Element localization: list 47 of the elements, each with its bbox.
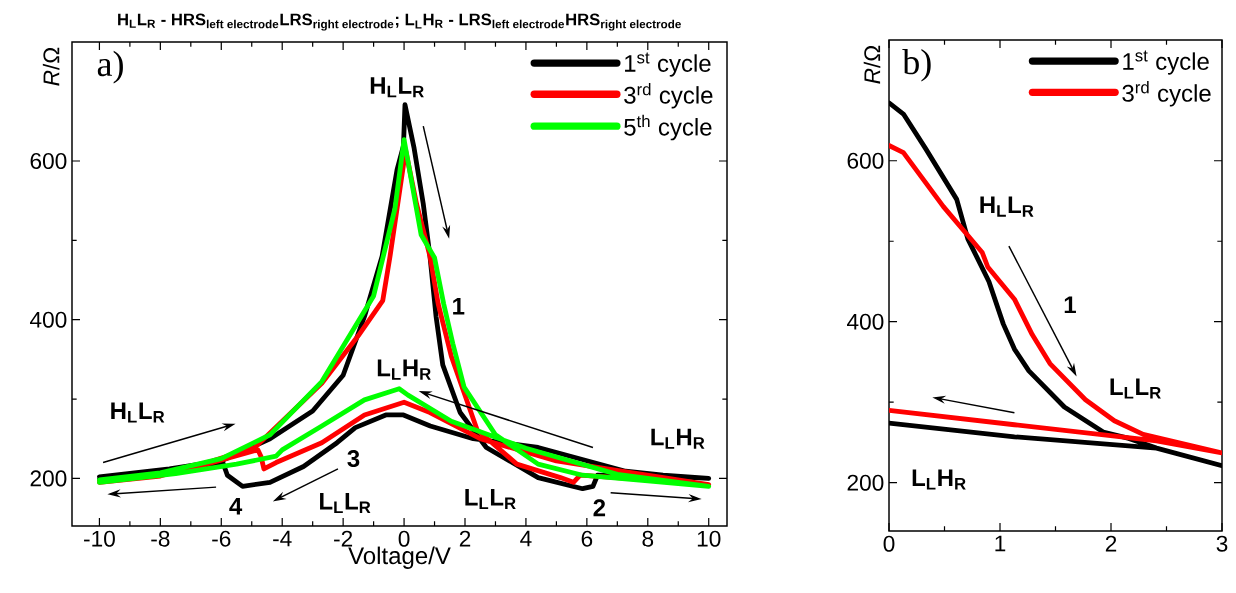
y-tick-label: 600	[847, 152, 884, 169]
x-tick-label: 0	[883, 535, 895, 552]
x-tick-label: 2	[1105, 535, 1117, 552]
x-tick-label: -2	[334, 530, 353, 547]
annotation: L$_{L}$H$_{R}$	[912, 469, 966, 490]
y-axis-title: R/Ω	[42, 47, 60, 86]
y-tick-label: 200	[847, 474, 884, 491]
x-tick-label: 6	[581, 530, 593, 547]
annotation: b)	[902, 48, 931, 82]
x-tick-label: -6	[212, 530, 231, 547]
y-tick-label: 400	[29, 311, 67, 328]
annotation: a)	[97, 50, 123, 84]
annotation: H$_{L}$L$_{R}$	[980, 196, 1034, 217]
annotation: L$_{L}$L$_{R}$	[320, 492, 371, 514]
x-tick-label: 1	[995, 535, 1006, 552]
y-tick-label: 200	[30, 470, 67, 487]
legend-label: 1$^{st}$ cycle	[625, 52, 711, 77]
annotation: H$_{L}$L$_{R}$	[370, 77, 424, 98]
annotation: 1	[453, 297, 465, 315]
x-tick-label: 10	[697, 530, 721, 547]
x-tick-label: -4	[273, 530, 292, 547]
annotation: L$_{L}$H$_{R}$	[651, 428, 705, 449]
chart-title: $\text{H}_{\text{L}}\text{L}_{\text{R}}\text{ - HRS}_{\text{left electrode}}\text{LRS}_{\text{right electrode}}\text{; L}_{\text{L}}\text{H}_{\text{R}}\text{ - LRS}_{\text{left electrode}}\text{HRS}_{\text{right electrode}}$	[118, 13, 681, 31]
annotation: H$_{L}$L$_{R}$	[111, 402, 165, 423]
annotation: L$_{L}$H$_{R}$	[377, 359, 431, 380]
legend-label: 5$^{th}$ cycle	[624, 114, 712, 141]
x-tick-label: 3	[1216, 535, 1228, 552]
annotation: L$_{L}$L$_{R}$	[1110, 378, 1161, 399]
x-axis-title: Voltage/V	[348, 546, 451, 569]
x-tick-label: 0	[398, 530, 410, 547]
legend-label: 3$^{rd}$ cycle	[624, 83, 713, 109]
annotation: 2	[593, 499, 606, 517]
x-tick-label: 8	[642, 530, 654, 547]
x-tick-label: 4	[520, 530, 532, 547]
x-tick-label: -8	[151, 530, 170, 547]
legend-label: 3$^{rd}$ cycle	[1122, 81, 1211, 107]
y-axis-title: R/Ω	[863, 45, 881, 84]
annotation: 1	[1064, 296, 1076, 314]
x-tick-label: 2	[459, 530, 471, 547]
x-tick-label: -10	[84, 530, 115, 547]
annotation: 4	[229, 497, 243, 515]
annotation: 3	[347, 450, 360, 468]
line-series	[889, 143, 1222, 456]
legend-label: 1$^{st}$ cycle	[1123, 50, 1209, 75]
annotation: L$_{L}$L$_{R}$	[465, 488, 516, 510]
y-tick-label: 400	[847, 313, 884, 330]
y-tick-label: 600	[30, 152, 67, 170]
